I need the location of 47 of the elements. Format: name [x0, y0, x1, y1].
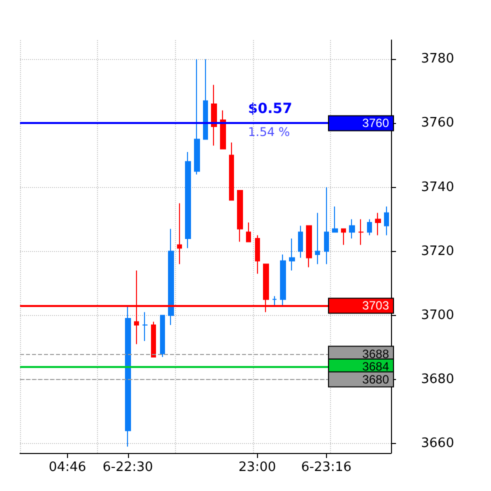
ref-line-label: 3688	[362, 346, 390, 361]
candlestick	[349, 218, 355, 239]
candlestick	[324, 186, 329, 265]
candlestick	[280, 254, 286, 306]
ref-line-label: 3760	[362, 116, 390, 130]
candlestick	[220, 110, 226, 150]
ref-line-label: 3703	[362, 298, 390, 313]
x-tick-label: 23:00	[238, 460, 276, 475]
ref-line-label: 3680	[362, 372, 390, 386]
candlestick	[160, 314, 165, 358]
candlestick	[358, 218, 364, 246]
candlestick	[255, 234, 260, 274]
candlestick	[194, 58, 200, 175]
candlestick	[367, 218, 372, 236]
candlestick	[237, 190, 243, 242]
ref-line-label: 3684	[362, 360, 390, 374]
candlestick	[229, 142, 234, 201]
y-tick-label: 3680	[421, 372, 454, 387]
candlestick	[246, 222, 251, 242]
candlestick	[125, 305, 131, 448]
candlestick	[185, 152, 191, 249]
y-tick-label: 3760	[421, 116, 454, 131]
x-tick-label: 6-22:30	[102, 460, 154, 475]
candlestick	[168, 228, 174, 326]
y-tick-label: 3700	[421, 308, 454, 323]
y-tick-label: 3780	[421, 52, 454, 67]
y-tick-label: 3660	[421, 436, 454, 451]
candlestick	[375, 212, 381, 236]
candlestick	[306, 225, 312, 268]
candlestick	[142, 312, 148, 342]
y-tick-label: 3720	[421, 244, 454, 259]
candlestick	[203, 58, 208, 140]
y-tick-label: 3740	[421, 180, 454, 195]
candlestick	[272, 296, 277, 306]
candlestick	[315, 212, 320, 265]
candlestick	[151, 321, 156, 358]
candlestick	[384, 206, 389, 236]
x-tick-label: 6-23:16	[301, 460, 352, 475]
candlestick	[289, 238, 295, 272]
candlestick	[177, 202, 182, 265]
candlestick	[341, 228, 346, 246]
x-tick-label: 04:46	[48, 460, 86, 475]
annotation: $0.57	[248, 101, 292, 117]
candlestick	[211, 84, 217, 146]
candlestick	[332, 206, 338, 233]
candlestick	[298, 225, 303, 258]
annotation: 1.54 %	[248, 125, 290, 139]
